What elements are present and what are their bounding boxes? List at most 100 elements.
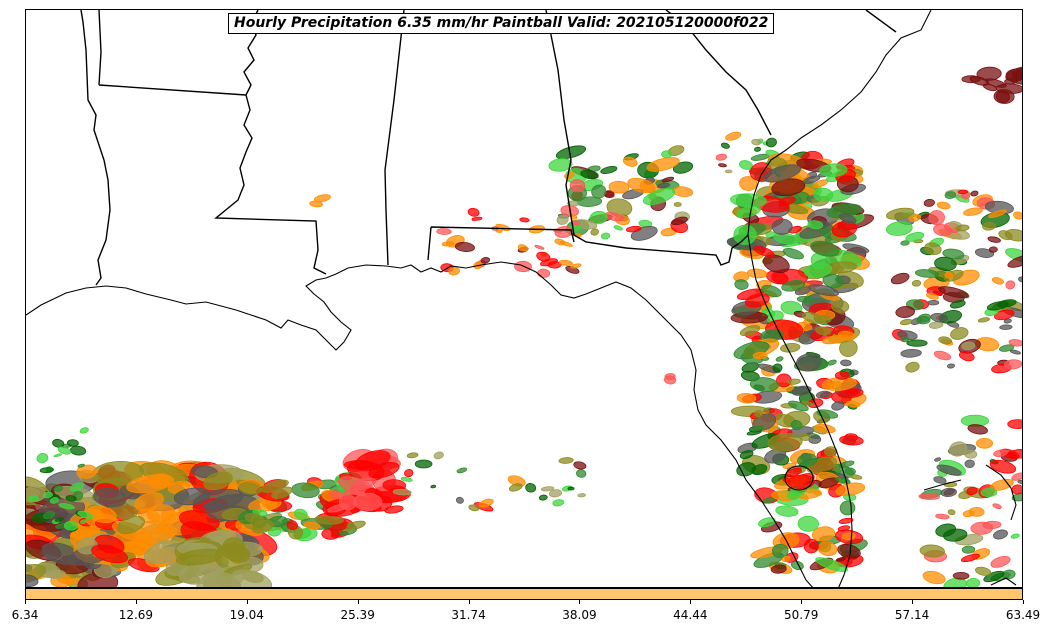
precip-blob xyxy=(967,424,988,435)
precip-blob xyxy=(536,251,551,262)
precip-blob xyxy=(436,228,452,235)
bahamas xyxy=(923,464,1017,586)
precip-blob xyxy=(1011,484,1022,495)
precip-blob xyxy=(53,485,63,492)
precip-blob xyxy=(86,505,117,524)
precip-blob xyxy=(558,259,573,266)
precip-blob xyxy=(406,452,419,459)
precip-blob xyxy=(977,317,990,323)
precip-blob xyxy=(831,299,850,313)
colorbar-tick-label: 12.69 xyxy=(118,608,154,622)
precip-blob xyxy=(928,210,945,226)
precip-blob xyxy=(970,521,994,535)
precip-blob xyxy=(780,343,801,353)
precip-blob xyxy=(203,471,233,491)
precip-blob xyxy=(558,457,574,464)
precip-blob xyxy=(960,553,980,563)
precip-blob xyxy=(961,75,981,84)
precip-blob xyxy=(715,153,727,161)
ms-al-border xyxy=(384,10,405,266)
precip-blob xyxy=(343,460,375,470)
precip-blob xyxy=(303,521,321,530)
precip-blob xyxy=(57,446,72,455)
precip-blob xyxy=(947,509,956,516)
precip-blob xyxy=(791,385,812,396)
precip-blob xyxy=(987,236,1001,243)
precip-blob xyxy=(844,467,856,476)
precip-blob xyxy=(454,242,475,252)
precip-blob xyxy=(672,161,694,174)
precip-blob xyxy=(999,324,1013,330)
precip-blob xyxy=(467,207,480,217)
precip-blob xyxy=(781,280,806,292)
precip-blob xyxy=(1005,68,1022,85)
map-canvas xyxy=(26,10,1022,587)
precip-blob xyxy=(989,478,1014,491)
precip-blob xyxy=(911,279,922,287)
ms-al-coast xyxy=(347,264,482,273)
precip-blob xyxy=(964,449,978,459)
precip-blob xyxy=(822,273,844,288)
precip-blob xyxy=(613,225,623,231)
precip-blob xyxy=(53,453,63,458)
louisiana-coast xyxy=(235,267,352,351)
precip-blob xyxy=(569,179,586,193)
precip-blob xyxy=(36,453,49,464)
precip-blob xyxy=(990,556,1011,568)
precip-blob xyxy=(771,218,793,235)
precip-blob xyxy=(840,359,852,367)
colorbar xyxy=(25,588,1023,600)
precip-blob xyxy=(933,224,953,237)
precip-blob xyxy=(173,487,211,506)
precip-blob xyxy=(508,483,523,492)
precip-blob xyxy=(983,570,1005,583)
la-ms-border xyxy=(214,10,327,275)
precip-blob xyxy=(286,520,298,531)
precip-blob xyxy=(982,221,996,231)
precip-blob xyxy=(661,176,675,183)
precip-blob xyxy=(555,145,587,160)
precip-blob xyxy=(718,163,727,168)
precip-blob xyxy=(801,311,824,324)
precip-blob xyxy=(930,313,949,323)
precip-blob xyxy=(950,327,969,340)
precip-blob xyxy=(749,377,779,393)
precip-blob xyxy=(1007,448,1022,459)
precip-blob xyxy=(815,326,832,336)
precip-blob xyxy=(966,577,981,587)
precip-blob xyxy=(918,493,940,500)
precip-blob xyxy=(548,489,563,498)
precip-blob xyxy=(966,486,978,496)
precip-blob xyxy=(622,156,638,167)
precip-blob xyxy=(567,486,575,491)
precip-blob xyxy=(787,378,801,385)
precip-blob xyxy=(837,525,851,532)
precip-blob xyxy=(808,284,840,297)
precip-blob xyxy=(835,557,846,562)
precip-blob xyxy=(589,210,608,225)
precip-blob xyxy=(949,441,968,457)
precip-blob xyxy=(80,519,87,525)
precip-blob xyxy=(885,221,913,236)
precip-blob xyxy=(807,220,824,230)
precip-blob xyxy=(923,198,935,207)
precip-blob xyxy=(796,353,822,372)
precip-blob xyxy=(392,488,412,496)
tx-la-border xyxy=(80,10,111,286)
precip-blob xyxy=(982,83,998,92)
colorbar-tick xyxy=(468,600,470,604)
precip-blob xyxy=(294,508,308,520)
precip-blob xyxy=(534,244,545,250)
precip-blob xyxy=(448,267,460,276)
precip-blob xyxy=(600,232,611,240)
precip-blob xyxy=(384,505,404,514)
precip-blob xyxy=(955,224,970,232)
precip-blob xyxy=(517,244,529,252)
precip-blob xyxy=(736,462,756,477)
precip-blob xyxy=(771,543,789,559)
precip-blob xyxy=(906,339,928,347)
precip-blob xyxy=(900,240,910,246)
precip-blob xyxy=(839,435,864,446)
precip-blob xyxy=(924,242,942,255)
precip-blob xyxy=(949,300,966,309)
